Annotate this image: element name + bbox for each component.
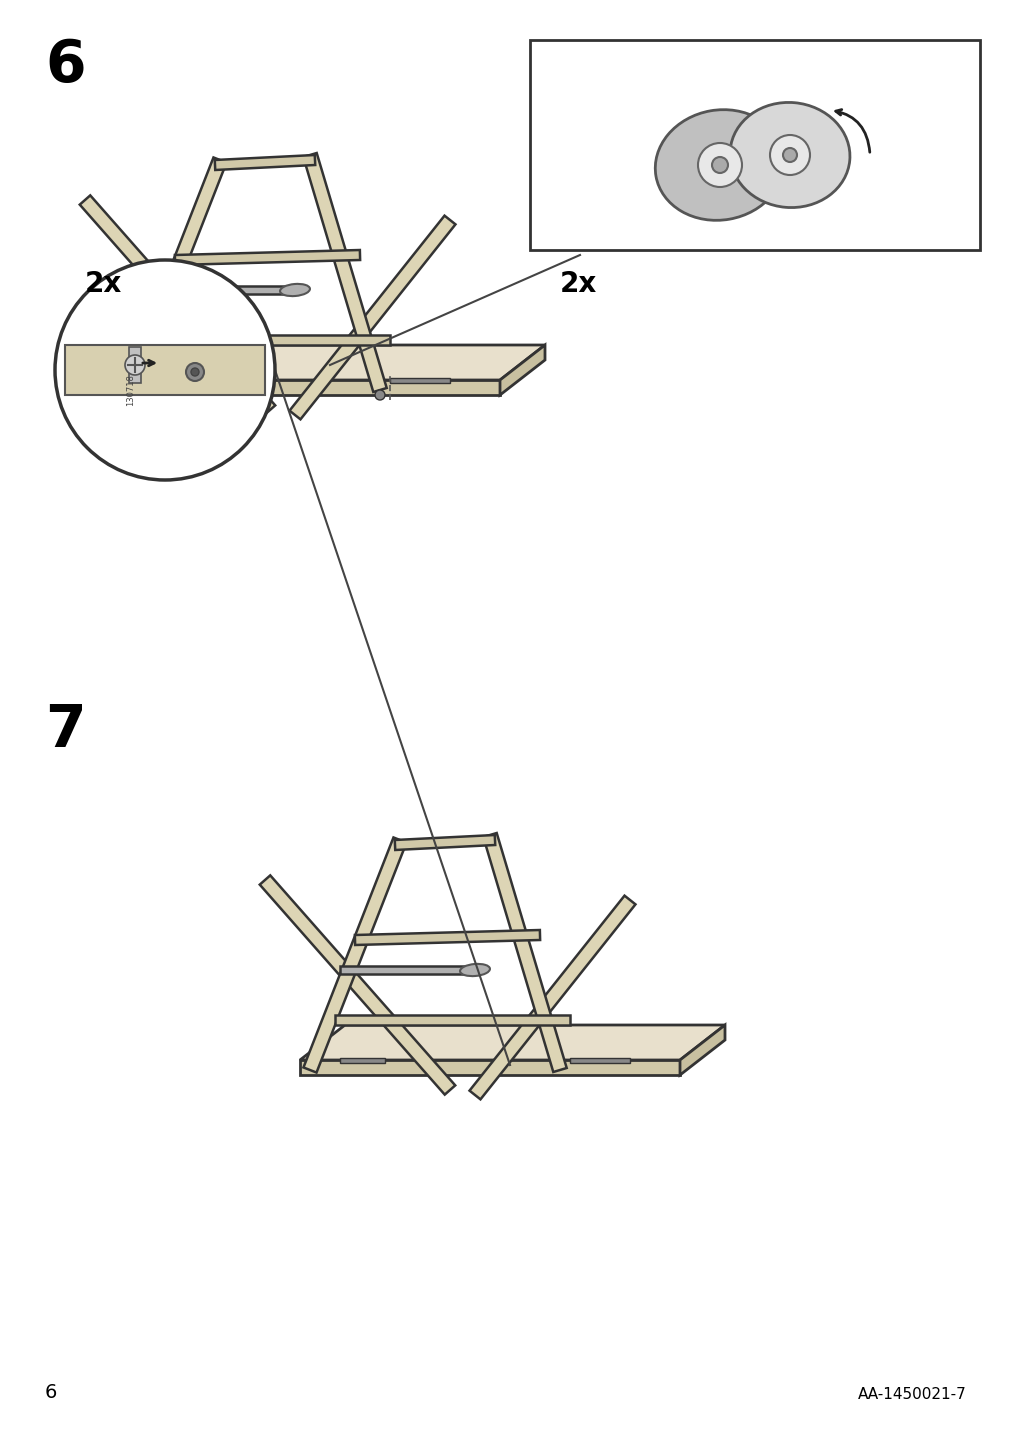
Polygon shape — [394, 835, 494, 851]
Polygon shape — [160, 286, 295, 294]
Circle shape — [191, 368, 199, 377]
Text: AA-1450021-7: AA-1450021-7 — [857, 1388, 967, 1402]
Polygon shape — [303, 838, 406, 1073]
Text: 6: 6 — [44, 37, 86, 95]
Polygon shape — [120, 379, 499, 395]
Text: 6: 6 — [44, 1383, 58, 1402]
Polygon shape — [483, 833, 566, 1073]
Polygon shape — [120, 345, 545, 379]
Text: 7: 7 — [44, 702, 86, 759]
Polygon shape — [289, 216, 455, 420]
Polygon shape — [340, 967, 474, 974]
Ellipse shape — [655, 110, 784, 221]
Circle shape — [698, 143, 741, 188]
Polygon shape — [303, 153, 386, 392]
Text: 130718: 130718 — [126, 374, 135, 405]
Bar — [128, 347, 141, 382]
Polygon shape — [214, 155, 315, 170]
Polygon shape — [335, 1015, 569, 1025]
Polygon shape — [389, 378, 450, 382]
Ellipse shape — [280, 284, 309, 296]
Polygon shape — [155, 378, 200, 382]
Circle shape — [769, 135, 809, 175]
Polygon shape — [260, 875, 455, 1094]
Polygon shape — [155, 335, 389, 345]
Polygon shape — [123, 158, 226, 392]
Polygon shape — [129, 368, 165, 372]
Ellipse shape — [460, 964, 489, 977]
Polygon shape — [499, 345, 545, 395]
Bar — [65, 345, 265, 395]
Circle shape — [783, 147, 797, 162]
Polygon shape — [80, 195, 275, 415]
Circle shape — [186, 362, 204, 381]
Polygon shape — [299, 1060, 679, 1075]
Polygon shape — [355, 929, 540, 945]
Text: 2x: 2x — [85, 271, 122, 298]
Polygon shape — [299, 1025, 724, 1060]
Circle shape — [55, 261, 275, 480]
Text: 2x: 2x — [559, 271, 596, 298]
Circle shape — [125, 355, 145, 375]
Circle shape — [150, 390, 160, 400]
Polygon shape — [569, 1058, 630, 1063]
Bar — [530, 40, 979, 251]
Circle shape — [712, 158, 727, 173]
Ellipse shape — [729, 103, 849, 208]
Polygon shape — [679, 1025, 724, 1075]
Polygon shape — [175, 251, 360, 265]
Circle shape — [375, 390, 384, 400]
Polygon shape — [340, 1058, 384, 1063]
Polygon shape — [469, 895, 635, 1100]
